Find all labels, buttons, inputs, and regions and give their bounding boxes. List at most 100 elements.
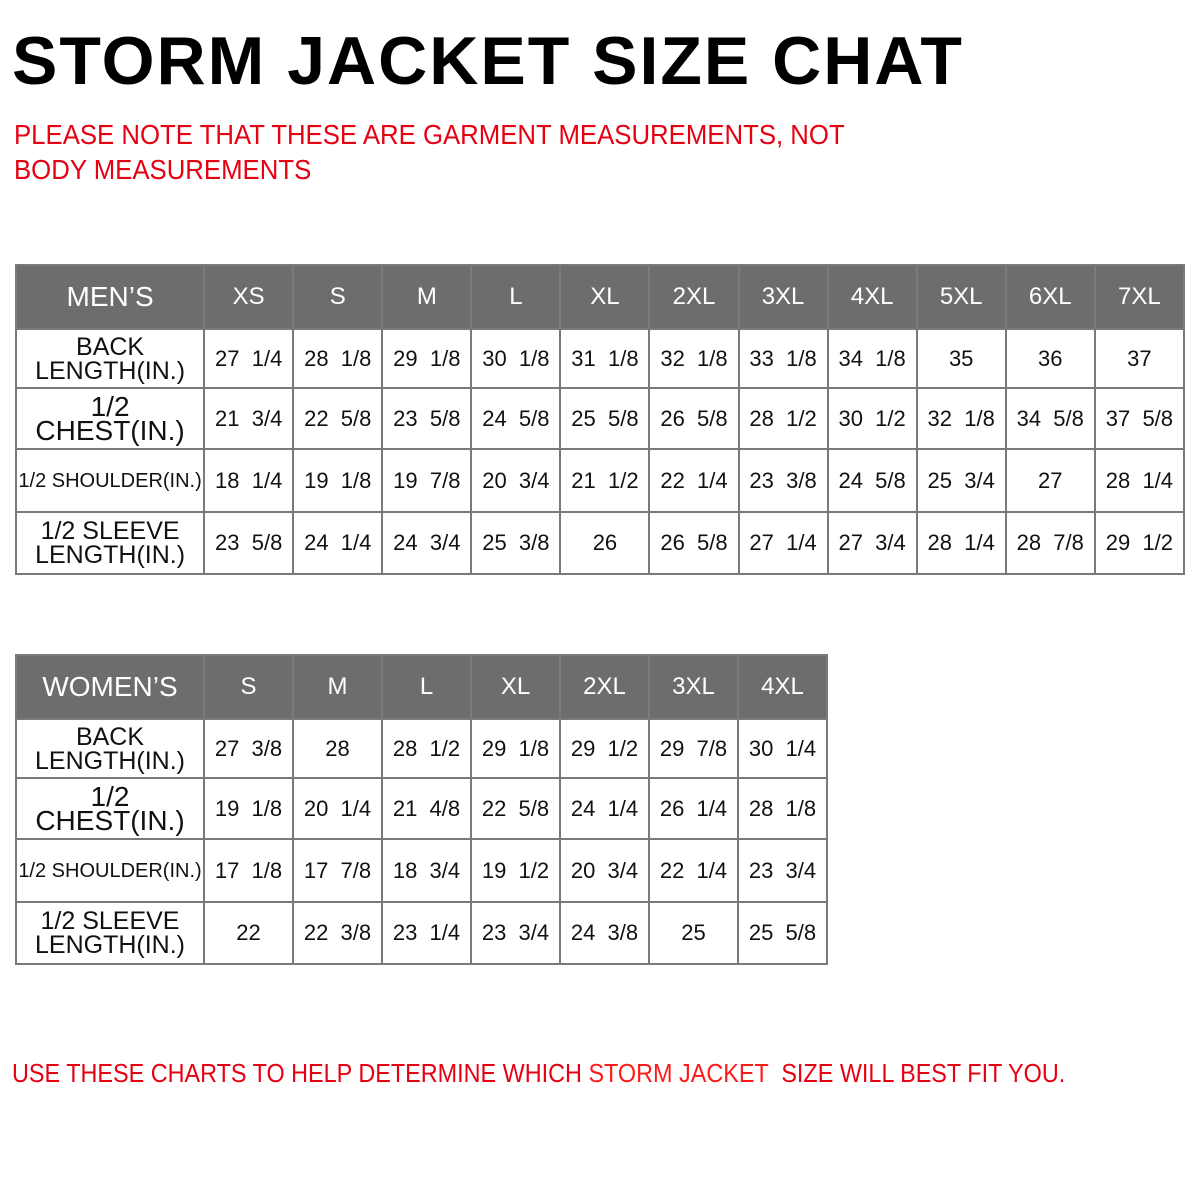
footer-text-end: SIZE WILL BEST FIT YOU. xyxy=(768,1058,1066,1088)
measurement-value: 28 7/8 xyxy=(1004,511,1096,575)
measurement-value: 22 xyxy=(203,901,294,965)
size-header: 3XL xyxy=(737,264,829,330)
size-header: S xyxy=(292,264,384,330)
table-row: 1/2 CHEST(IN.) 21 3/4 22 5/8 23 5/8 24 5/8 25… xyxy=(14,387,1186,450)
measurement-value: 34 1/8 xyxy=(826,328,918,389)
measurement-value: 22 1/4 xyxy=(648,838,739,903)
measurement-value: 37 5/8 xyxy=(1093,387,1186,450)
measurement-value: 24 5/8 xyxy=(826,448,918,513)
table-row: 1/2 SLEEVE LENGTH(IN.) 23 5/8 24 1/4 24 3/4… xyxy=(14,511,1186,575)
measurement-label: 1/2 SLEEVE LENGTH(IN.) xyxy=(14,511,206,575)
measurement-value: 20 3/4 xyxy=(559,838,650,903)
measurement-value: 22 3/8 xyxy=(292,901,383,965)
womens-size-table: WOMEN’S S M L XL 2XL 3XL 4XL BACK LENGTH(IN.) 27 … xyxy=(15,654,828,965)
table-corner-header: MEN’S xyxy=(14,264,206,330)
table-row: 1/2 SHOULDER(IN.) 17 1/8 17 7/8 18 3/4 19 1/… xyxy=(15,838,828,903)
size-header: M xyxy=(292,654,383,720)
measurement-value: 18 1/4 xyxy=(203,448,295,513)
measurement-value: 30 1/2 xyxy=(826,387,918,450)
size-header: S xyxy=(203,654,294,720)
measurement-value: 18 3/4 xyxy=(381,838,472,903)
measurement-value: 30 1/8 xyxy=(470,328,562,389)
measurement-value: 24 1/4 xyxy=(559,777,650,840)
measurement-value: 21 3/4 xyxy=(203,387,295,450)
measurement-value: 29 1/2 xyxy=(1093,511,1186,575)
measurement-value: 23 1/4 xyxy=(381,901,472,965)
size-header: XS xyxy=(203,264,295,330)
size-header: 2XL xyxy=(559,654,650,720)
measurement-value: 27 xyxy=(1004,448,1096,513)
measurement-value: 27 1/4 xyxy=(203,328,295,389)
measurement-value: 21 4/8 xyxy=(381,777,472,840)
measurement-value: 25 xyxy=(648,901,739,965)
measurement-value: 17 1/8 xyxy=(203,838,294,903)
measurement-value: 28 1/2 xyxy=(381,718,472,779)
measurement-value: 28 1/8 xyxy=(737,777,828,840)
measurement-value: 25 5/8 xyxy=(559,387,651,450)
measurement-value: 20 3/4 xyxy=(470,448,562,513)
size-header: 2XL xyxy=(648,264,740,330)
measurement-value: 37 xyxy=(1093,328,1186,389)
table-row: BACK LENGTH(IN.) 27 3/8 28 28 1/2 29 1/8 29 1… xyxy=(15,718,828,779)
size-header: 6XL xyxy=(1004,264,1096,330)
measurement-value: 23 3/4 xyxy=(470,901,561,965)
size-header: L xyxy=(470,264,562,330)
measurement-value: 25 5/8 xyxy=(737,901,828,965)
measurement-value: 19 7/8 xyxy=(381,448,473,513)
table-corner-header: WOMEN’S xyxy=(15,654,205,720)
measurement-value: 22 5/8 xyxy=(470,777,561,840)
table-row: 1/2 CHEST(IN.) 19 1/8 20 1/4 21 4/8 22 5/8 24… xyxy=(15,777,828,840)
measurement-value: 20 1/4 xyxy=(292,777,383,840)
size-header: 4XL xyxy=(737,654,828,720)
size-header: 5XL xyxy=(915,264,1007,330)
size-header: 7XL xyxy=(1093,264,1186,330)
table-row: BACK LENGTH(IN.) 27 1/4 28 1/8 29 1/8 30 1/8… xyxy=(14,328,1186,389)
size-header: 3XL xyxy=(648,654,739,720)
measurement-value: 34 5/8 xyxy=(1004,387,1096,450)
footer-highlight: STORM JACKET xyxy=(588,1058,769,1088)
measurement-value: 28 1/4 xyxy=(1093,448,1186,513)
measurement-value: 23 3/8 xyxy=(737,448,829,513)
measurement-value: 26 5/8 xyxy=(648,511,740,575)
measurement-value: 28 xyxy=(292,718,383,779)
measurement-label: 1/2 SLEEVE LENGTH(IN.) xyxy=(15,901,205,965)
measurement-value: 22 5/8 xyxy=(292,387,384,450)
measurement-label: BACK LENGTH(IN.) xyxy=(15,718,205,779)
measurement-value: 24 5/8 xyxy=(470,387,562,450)
size-header: M xyxy=(381,264,473,330)
table-row: 1/2 SLEEVE LENGTH(IN.) 22 22 3/8 23 1/4 23 3… xyxy=(15,901,828,965)
measurement-label: 1/2 CHEST(IN.) xyxy=(14,387,206,450)
measurement-value: 29 1/8 xyxy=(381,328,473,389)
measurement-value: 24 1/4 xyxy=(292,511,384,575)
measurement-value: 27 3/4 xyxy=(826,511,918,575)
measurement-value: 32 1/8 xyxy=(648,328,740,389)
page-title: STORM JACKET SIZE CHAT xyxy=(12,23,964,99)
footer-note: USE THESE CHARTS TO HELP DETERMINE WHICH… xyxy=(12,1058,1065,1089)
measurement-value: 27 3/8 xyxy=(203,718,294,779)
measurement-value: 23 3/4 xyxy=(737,838,828,903)
measurement-label: 1/2 CHEST(IN.) xyxy=(15,777,205,840)
measurement-value: 19 1/8 xyxy=(292,448,384,513)
size-header: XL xyxy=(470,654,561,720)
mens-size-table: MEN’S XS S M L XL 2XL 3XL 4XL 5XL 6XL 7XL BACK LENGT… xyxy=(14,264,1186,575)
table-row: 1/2 SHOULDER(IN.) 18 1/4 19 1/8 19 7/8 20 3/… xyxy=(14,448,1186,513)
measurement-value: 23 5/8 xyxy=(203,511,295,575)
measurement-value: 29 1/8 xyxy=(470,718,561,779)
measurement-label: BACK LENGTH(IN.) xyxy=(14,328,206,389)
measurement-value: 29 1/2 xyxy=(559,718,650,779)
measurement-value: 31 1/8 xyxy=(559,328,651,389)
size-header: 4XL xyxy=(826,264,918,330)
measurement-label: 1/2 SHOULDER(IN.) xyxy=(14,448,206,513)
measurement-value: 25 3/8 xyxy=(470,511,562,575)
measurement-value: 25 3/4 xyxy=(915,448,1007,513)
measurement-value: 22 1/4 xyxy=(648,448,740,513)
measurement-value: 23 5/8 xyxy=(381,387,473,450)
garment-note: PLEASE NOTE THAT THESE ARE GARMENT MEASU… xyxy=(14,119,845,185)
size-header: L xyxy=(381,654,472,720)
measurement-value: 24 3/8 xyxy=(559,901,650,965)
measurement-value: 26 5/8 xyxy=(648,387,740,450)
measurement-label: 1/2 SHOULDER(IN.) xyxy=(15,838,205,903)
measurement-value: 33 1/8 xyxy=(737,328,829,389)
measurement-value: 19 1/8 xyxy=(203,777,294,840)
footer-text: USE THESE CHARTS TO HELP DETERMINE WHICH xyxy=(12,1058,589,1088)
